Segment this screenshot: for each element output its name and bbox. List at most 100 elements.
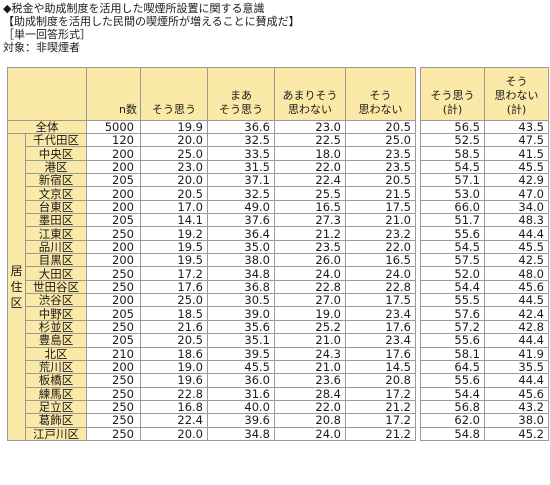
value-cell: 16.8: [140, 399, 208, 415]
summary-row: 53.0 47.0: [420, 186, 549, 201]
value-cell: 23.4: [345, 333, 416, 348]
value-cell: 37.1: [207, 173, 275, 188]
summary-row: 62.0 38.0: [420, 413, 549, 428]
n-cell: 200: [86, 159, 141, 175]
value-cell: 27.3: [274, 213, 346, 228]
row-label: 世田谷区: [25, 279, 87, 295]
summary-row: 57.1 42.9: [420, 173, 549, 188]
group-label-residence: 居住区: [7, 133, 26, 441]
n-cell: 200: [86, 199, 141, 215]
value-cell: 17.6: [140, 279, 208, 295]
summary-cell: 55.6: [420, 333, 485, 348]
value-cell: 39.5: [207, 346, 275, 361]
summary-cell: 42.5: [484, 253, 549, 268]
value-cell: 23.6: [274, 373, 346, 388]
value-cell: 22.0: [274, 159, 346, 175]
table-row: 江東区 250 19.2 36.4 21.2 23.2: [8, 226, 416, 241]
value-cell: 20.8: [274, 413, 346, 428]
summary-cell: 45.5: [484, 239, 549, 255]
value-cell: 20.5: [140, 333, 208, 348]
row-label: 杉並区: [25, 319, 87, 335]
value-cell: 24.0: [274, 426, 346, 441]
value-cell: 22.8: [274, 279, 346, 295]
corner-header: [7, 67, 87, 121]
summary-row: 58.1 41.9: [420, 346, 549, 361]
summary-cell: 55.5: [420, 293, 485, 308]
n-cell: 200: [86, 146, 141, 161]
value-cell: 20.8: [345, 373, 416, 388]
value-cell: 21.0: [274, 359, 346, 375]
summary-cell: 41.5: [484, 146, 549, 161]
summary-cell: 42.9: [484, 173, 549, 188]
summary-cell: 66.0: [420, 199, 485, 215]
row-label: 千代田区: [25, 132, 87, 148]
summary-cell: 53.0: [420, 186, 485, 201]
value-cell: 20.0: [140, 132, 208, 148]
row-label: 北区: [25, 346, 87, 361]
value-cell: 23.5: [274, 239, 346, 255]
value-cell: 21.2: [274, 226, 346, 241]
n-cell: 250: [86, 319, 141, 335]
value-cell: 21.5: [345, 186, 416, 201]
value-cell: 32.5: [207, 186, 275, 201]
summary-row: 55.6 44.4: [420, 226, 549, 241]
value-cell: 19.9: [140, 120, 208, 134]
value-cell: 20.0: [140, 426, 208, 441]
summary-cell: 54.4: [420, 279, 485, 295]
n-cell: 205: [86, 333, 141, 348]
value-cell: 36.8: [207, 279, 275, 295]
value-cell: 30.5: [207, 293, 275, 308]
value-cell: 31.6: [207, 386, 275, 401]
n-cell: 250: [86, 413, 141, 428]
col-header-disagree: そう 思わない: [345, 67, 416, 121]
row-label: 台東区: [25, 199, 87, 215]
col-header-somewhat-agree: まあ そう思う: [207, 67, 275, 121]
value-cell: 36.6: [207, 120, 275, 134]
row-label: 中央区: [25, 146, 87, 161]
value-cell: 36.0: [207, 373, 275, 388]
value-cell: 18.5: [140, 306, 208, 321]
value-cell: 22.8: [140, 386, 208, 401]
summary-cell: 57.2: [420, 319, 485, 335]
col-header-agree: そう思う: [140, 67, 208, 121]
value-cell: 22.4: [274, 173, 346, 188]
value-cell: 19.6: [140, 373, 208, 388]
summary-row: 58.5 41.5: [420, 146, 549, 161]
row-label: 新宿区: [25, 173, 87, 188]
summary-cell: 55.6: [420, 226, 485, 241]
value-cell: 23.5: [345, 159, 416, 175]
summary-cell: 54.8: [420, 426, 485, 441]
n-cell: 120: [86, 132, 141, 148]
value-cell: 39.6: [207, 413, 275, 428]
value-cell: 33.5: [207, 146, 275, 161]
value-cell: 45.5: [207, 359, 275, 375]
row-label: 江戸川区: [25, 426, 87, 441]
summary-row: 54.8 45.2: [420, 426, 549, 441]
value-cell: 25.5: [274, 186, 346, 201]
summary-cell: 35.5: [484, 359, 549, 375]
row-label: 品川区: [25, 239, 87, 255]
page-header: ◆税金や助成制度を活用した喫煙所設置に関する意識 【助成制度を活用した民間の喫煙…: [3, 2, 300, 54]
summary-cell: 47.5: [484, 132, 549, 148]
summary-cell: 52.5: [420, 132, 485, 148]
value-cell: 22.8: [345, 279, 416, 295]
table-row: 新宿区 205 20.0 37.1 22.4 20.5: [8, 173, 416, 188]
total-summary-row: 56.5 43.5: [420, 120, 549, 134]
table-row: 中野区 205 18.5 39.0 19.0 23.4: [8, 306, 416, 321]
summary-cell: 56.5: [420, 120, 485, 134]
value-cell: 40.0: [207, 399, 275, 415]
n-cell: 200: [86, 186, 141, 201]
summary-cell: 58.5: [420, 146, 485, 161]
row-label: 渋谷区: [25, 293, 87, 308]
value-cell: 22.0: [345, 239, 416, 255]
value-cell: 21.0: [274, 333, 346, 348]
summary-cell: 44.4: [484, 373, 549, 388]
table-row: 練馬区 250 22.8 31.6 28.4 17.2: [8, 386, 416, 401]
n-cell: 200: [86, 239, 141, 255]
summary-cell: 57.5: [420, 253, 485, 268]
summary-cell: 54.5: [420, 159, 485, 175]
value-cell: 17.2: [345, 413, 416, 428]
table-row: 港区 200 23.0 31.5 22.0 23.5: [8, 159, 416, 175]
survey-title: ◆税金や助成制度を活用した喫煙所設置に関する意識: [3, 2, 265, 15]
summary-cell: 47.0: [484, 186, 549, 201]
